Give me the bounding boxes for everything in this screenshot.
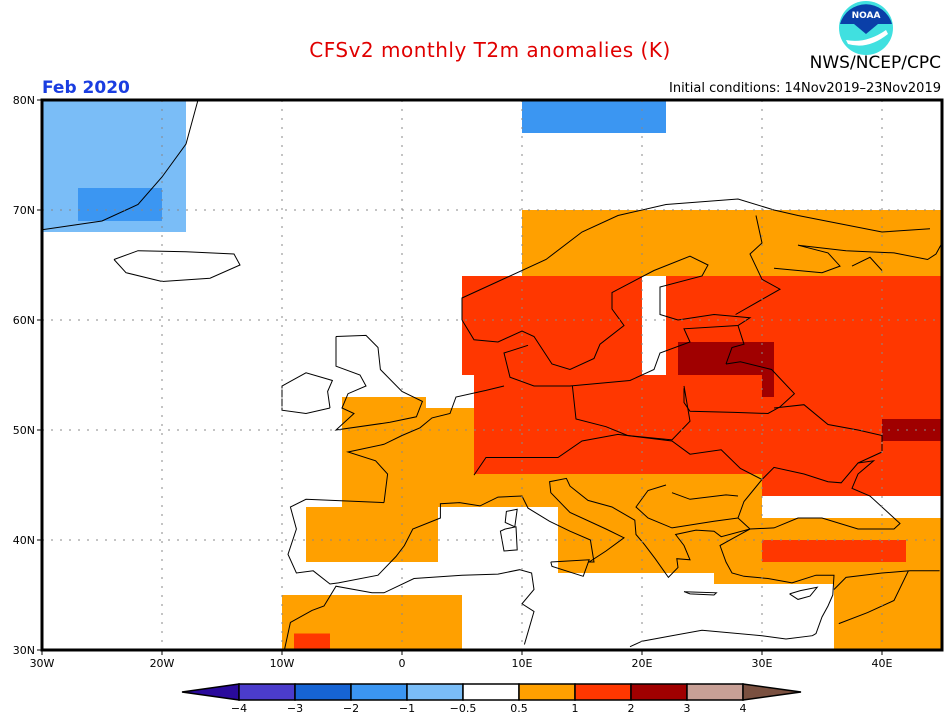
colorbar-label: −0.5: [450, 702, 477, 715]
logo-text: NOAA: [852, 11, 881, 21]
y-tick-label: 30N: [13, 644, 35, 657]
coastline: [283, 569, 535, 650]
plot-frame: [40, 98, 944, 652]
colorbar-label: 1: [572, 702, 579, 715]
graticule: [42, 100, 942, 650]
colorbar-label: 3: [684, 702, 691, 715]
coastlines: [42, 100, 942, 650]
x-tick-label: 10E: [512, 657, 533, 670]
coastline: [683, 361, 796, 415]
coastline: [346, 385, 505, 503]
colorbar-bin: [630, 683, 688, 701]
coastline: [42, 100, 199, 231]
colorbar-bin: [686, 683, 744, 701]
colorbar-bin: [294, 683, 352, 701]
anomaly-region: [522, 210, 942, 276]
colorbar-label: −2: [343, 702, 359, 715]
colorbar-label: −1: [399, 702, 415, 715]
coastline: [550, 559, 590, 577]
coastline: [773, 242, 942, 274]
coastline: [683, 591, 718, 596]
coastline: [473, 433, 763, 480]
colorbar-arrow-high: [742, 683, 802, 701]
x-tick-label: 30W: [30, 657, 55, 670]
colorbar-bin: [350, 683, 408, 701]
coastline: [671, 492, 739, 500]
coastline: [789, 586, 819, 600]
anomaly-field: [42, 100, 942, 650]
colorbar-label: 4: [740, 702, 747, 715]
colorbar: −4 −3 −2 −1 −0.5 0.5 1 2 3 4: [181, 683, 802, 715]
x-tick-label: 30E: [752, 657, 773, 670]
anomaly-region: [474, 375, 762, 474]
y-tick-label: 60N: [13, 314, 35, 327]
target-month: Feb 2020: [42, 78, 130, 98]
colorbar-label: 0.5: [510, 702, 528, 715]
colorbar-arrow-low: [181, 683, 240, 701]
anomaly-region: [306, 507, 438, 562]
coastline: [461, 255, 752, 387]
anomaly-region: [294, 633, 330, 650]
x-tick-label: 20E: [632, 657, 653, 670]
x-tick-label: 40E: [872, 657, 893, 670]
x-tick-label: 0: [399, 657, 406, 670]
colorbar-bin: [462, 683, 520, 701]
coastline: [334, 334, 424, 431]
noaa-logo: NOAA: [836, 0, 896, 56]
coastline: [635, 484, 739, 529]
colorbar-label: −4: [231, 702, 247, 715]
y-tick-label: 80N: [13, 94, 35, 107]
coastline: [281, 372, 334, 415]
anomaly-region: [522, 100, 666, 133]
coastline: [838, 570, 909, 625]
colorbar-bin: [406, 683, 464, 701]
coastline: [725, 325, 745, 365]
x-axis: 30W 20W 10W 0 10E 20E 30E 40E: [30, 650, 893, 670]
colorbar-bin: [574, 683, 632, 701]
x-tick-label: 10W: [270, 657, 295, 670]
y-tick-label: 40N: [13, 534, 35, 547]
y-tick-label: 70N: [13, 204, 35, 217]
coastline: [504, 508, 518, 528]
coastline: [571, 385, 691, 441]
initial-conditions: Initial conditions: 14Nov2019–23Nov2019: [669, 81, 941, 96]
anomaly-region: [342, 397, 426, 430]
coastline: [113, 250, 241, 283]
coastline: [287, 460, 901, 648]
anomaly-region: [882, 419, 942, 441]
colorbar-bin: [518, 683, 576, 701]
x-tick-label: 20W: [150, 657, 175, 670]
coastline: [851, 256, 883, 271]
coastline: [833, 570, 940, 590]
anomaly-region: [762, 540, 906, 562]
coastline: [735, 215, 782, 315]
organization-label: NWS/NCEP/CPC: [809, 53, 941, 73]
y-axis: 30N 40N 50N 60N 70N 80N: [13, 94, 42, 657]
colorbar-bin: [238, 683, 296, 701]
y-tick-label: 50N: [13, 424, 35, 437]
anomaly-region: [78, 188, 162, 221]
coastline: [499, 526, 518, 552]
chart-title: CFSv2 monthly T2m anomalies (K): [309, 38, 671, 62]
colorbar-label: −3: [287, 702, 303, 715]
anomaly-region: [834, 573, 942, 650]
colorbar-label: 2: [628, 702, 635, 715]
